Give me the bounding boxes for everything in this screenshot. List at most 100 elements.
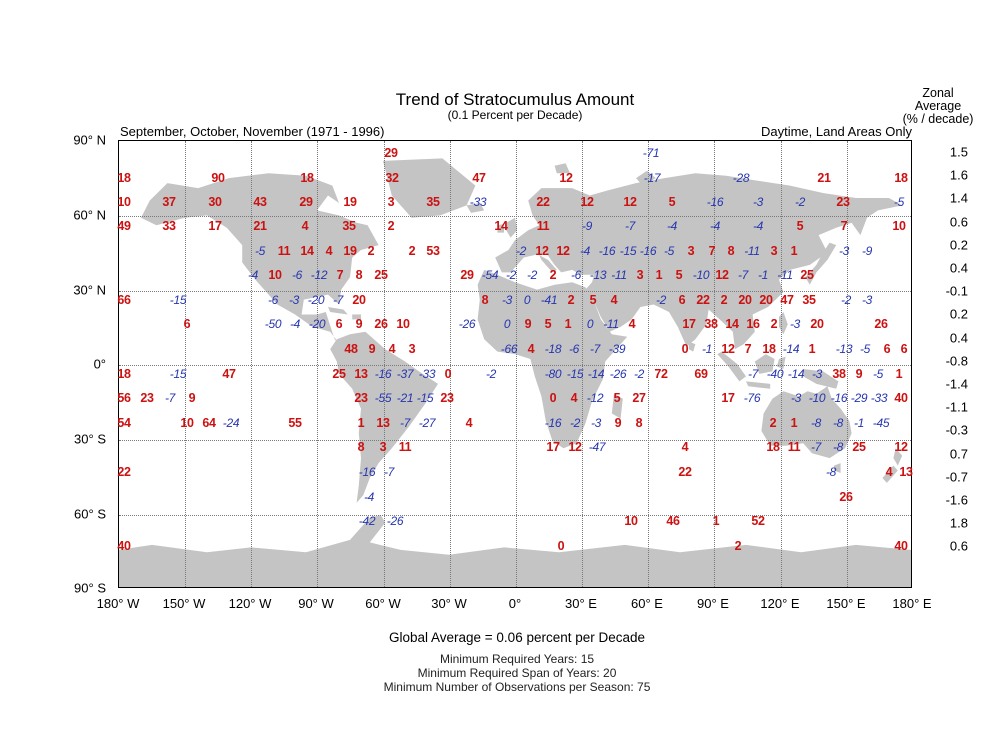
map-value: 7 [744, 342, 752, 356]
map-value: -2 [840, 293, 852, 307]
map-value: -4 [363, 490, 375, 504]
map-value: 38 [832, 367, 846, 381]
map-value: 13 [354, 367, 368, 381]
map-value: 11 [277, 244, 291, 258]
map-value: 2 [720, 293, 728, 307]
map-value: 12 [721, 342, 735, 356]
map-value: -16 [358, 465, 376, 479]
map-value: 22 [696, 293, 710, 307]
map-value: -6 [267, 293, 279, 307]
gridline-horizontal [119, 365, 911, 366]
map-value: 8 [635, 416, 643, 430]
map-value: 21 [817, 171, 831, 185]
map-value: -16 [544, 416, 562, 430]
map-value: 1 [712, 514, 720, 528]
map-value: 40 [117, 539, 131, 553]
map-value: 19 [343, 195, 357, 209]
land-sri-lanka [688, 341, 696, 352]
map-value: 4 [885, 465, 893, 479]
zonal-average-value: -0.7 [945, 469, 968, 485]
zonal-average-value: 1.5 [949, 144, 968, 160]
zonal-header-line2: Average [914, 99, 962, 113]
gridline-vertical [847, 141, 848, 587]
map-value: 17 [208, 219, 222, 233]
map-value: -2 [515, 244, 527, 258]
map-value: 2 [567, 293, 575, 307]
map-value: -4 [709, 219, 721, 233]
map-value: -14 [587, 367, 605, 381]
map-value: -80 [544, 367, 562, 381]
map-value: -21 [396, 391, 414, 405]
map-value: 3 [687, 244, 695, 258]
land-japan [805, 242, 837, 285]
map-value: 30 [208, 195, 222, 209]
map-value: -15 [619, 244, 637, 258]
map-value: -18 [544, 342, 562, 356]
map-value: -4 [247, 268, 259, 282]
map-value: 3 [379, 440, 387, 454]
map-value: -7 [164, 391, 176, 405]
min-required-years: Minimum Required Years: 15 [439, 652, 595, 666]
map-value: 40 [894, 391, 908, 405]
map-value: -12 [586, 391, 604, 405]
map-value: 4 [527, 342, 535, 356]
map-value: 18 [117, 367, 131, 381]
map-value: 6 [678, 293, 686, 307]
map-value: -55 [374, 391, 392, 405]
map-value: -5 [859, 342, 871, 356]
map-value: -6 [568, 342, 580, 356]
map-value: 8 [357, 440, 365, 454]
zonal-header-line1: Zonal [922, 86, 954, 100]
map-value: 2 [549, 268, 557, 282]
lat-tick-label: 30° N [73, 282, 106, 298]
map-value: 10 [624, 514, 638, 528]
map-value: 27 [632, 391, 646, 405]
map-value: 35 [802, 293, 816, 307]
zonal-header-line3: (% / decade) [902, 112, 974, 126]
land-ireland [497, 224, 504, 233]
map-value: 2 [408, 244, 416, 258]
zonal-average-value: -1.1 [945, 399, 968, 415]
map-value: -11 [611, 268, 627, 282]
map-value: 20 [738, 293, 752, 307]
map-value: 25 [800, 268, 814, 282]
map-value: 18 [300, 171, 314, 185]
map-value: 1 [564, 317, 572, 331]
map-value: 1 [790, 416, 798, 430]
map-value: 4 [465, 416, 473, 430]
lon-tick-label: 60° W [365, 596, 401, 611]
map-value: -3 [501, 293, 513, 307]
map-value: -24 [222, 416, 240, 430]
zonal-average-value: -1.4 [945, 376, 968, 392]
zonal-average-value: 0.4 [949, 260, 968, 276]
gridline-horizontal [119, 291, 911, 292]
map-value: 12 [894, 440, 908, 454]
gridline-vertical [384, 141, 385, 587]
map-value: 11 [398, 440, 412, 454]
map-value: -11 [603, 317, 619, 331]
zonal-average-value: 1.4 [949, 190, 968, 206]
map-value: -2 [569, 416, 581, 430]
map-value: 35 [342, 219, 356, 233]
map-value: 5 [544, 317, 552, 331]
map-value: -20 [307, 293, 325, 307]
map-value: -16 [374, 367, 392, 381]
map-value: 3 [770, 244, 778, 258]
map-value: 5 [668, 195, 676, 209]
lat-tick-label: 30° S [74, 431, 106, 447]
map-value: 1 [357, 416, 365, 430]
map-value: -7 [332, 293, 344, 307]
map-value: -71 [642, 146, 660, 160]
map-value: 38 [704, 317, 718, 331]
map-value: -1 [757, 268, 769, 282]
map-value: 53 [426, 244, 440, 258]
land-cuba [328, 307, 348, 315]
land-new-zealand-south [882, 465, 898, 483]
map-value: -33 [469, 195, 487, 209]
map-value: -16 [639, 244, 657, 258]
land-sumatra [717, 351, 746, 382]
map-value: 5 [613, 391, 621, 405]
map-value: -15 [416, 391, 434, 405]
map-value: 12 [556, 244, 570, 258]
map-value: -15 [566, 367, 584, 381]
